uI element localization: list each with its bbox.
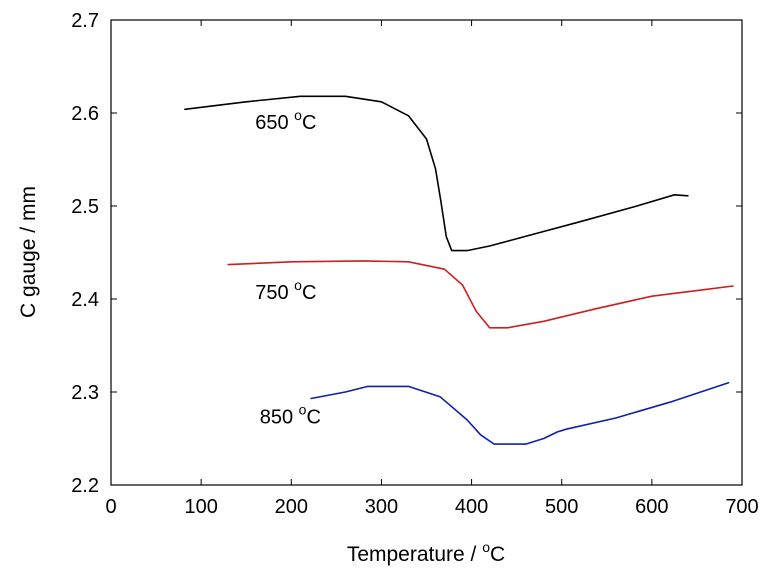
y-tick-label: 2.3 [71,382,99,404]
y-tick-label: 2.7 [71,10,99,32]
y-tick-label: 2.6 [71,103,99,125]
series-label-750: 750 oC [255,277,316,304]
x-tick-label: 0 [105,496,116,518]
x-tick-label: 400 [455,496,488,518]
y-tick-label: 2.2 [71,475,99,497]
series-label-850: 850 oC [260,402,321,429]
y-tick-label: 2.4 [71,289,99,311]
x-tick-label: 200 [275,496,308,518]
y-ticks: 2.2 2.3 2.4 2.5 2.6 2.7 [71,10,742,497]
y-axis-title: C gauge / mm [17,186,40,318]
series-label-650: 650 oC [255,107,316,134]
x-ticks: 0 100 200 300 400 500 600 700 [105,20,759,518]
y-tick-label: 2.5 [71,196,99,218]
series-line-850 [310,381,730,445]
series-lines [184,95,734,445]
x-tick-label: 700 [725,496,758,518]
x-tick-label: 100 [184,496,217,518]
series-line-650 [184,95,689,252]
plot-frame [110,19,743,486]
series-labels: 650 oC 750 oC 850 oC [255,107,321,429]
x-axis-title: Temperature / oC [347,539,505,566]
x-tick-label: 500 [545,496,578,518]
series-line-750 [227,260,734,329]
x-tick-label: 300 [365,496,398,518]
x-tick-label: 600 [635,496,668,518]
